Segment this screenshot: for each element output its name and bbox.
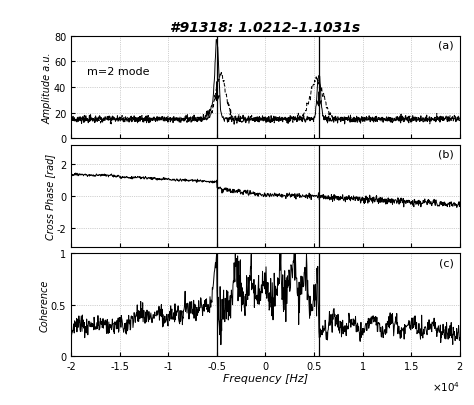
Y-axis label: Coherence: Coherence [39, 279, 49, 331]
Text: (b): (b) [438, 149, 454, 159]
Text: m=2 mode: m=2 mode [87, 67, 149, 77]
Text: (a): (a) [438, 40, 454, 51]
Text: $\times 10^4$: $\times 10^4$ [432, 379, 460, 393]
Title: #91318: 1.0212–1.1031s: #91318: 1.0212–1.1031s [170, 21, 361, 35]
X-axis label: Frequency [Hz]: Frequency [Hz] [223, 373, 308, 383]
Text: (c): (c) [439, 258, 454, 268]
Y-axis label: Cross Phase [rad]: Cross Phase [rad] [45, 153, 55, 239]
Y-axis label: Amplitude a.u.: Amplitude a.u. [43, 52, 53, 124]
